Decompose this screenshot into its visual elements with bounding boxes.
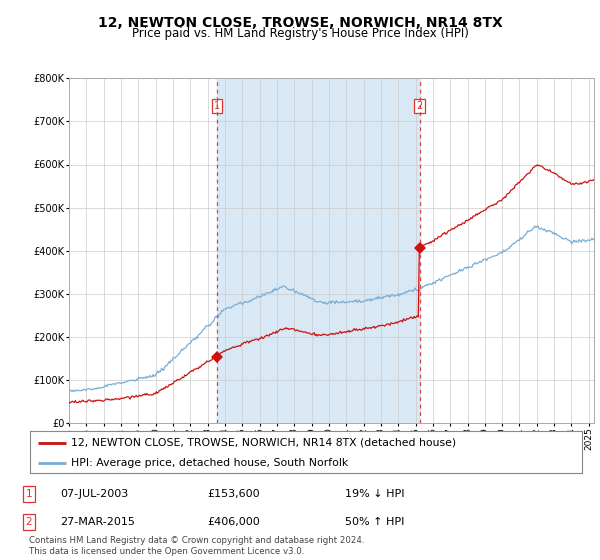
Text: 19% ↓ HPI: 19% ↓ HPI xyxy=(345,489,404,499)
Text: 2: 2 xyxy=(416,101,422,111)
Text: 50% ↑ HPI: 50% ↑ HPI xyxy=(345,517,404,527)
Text: 2: 2 xyxy=(25,517,32,527)
Bar xyxy=(217,78,419,423)
Text: Contains HM Land Registry data © Crown copyright and database right 2024.
This d: Contains HM Land Registry data © Crown c… xyxy=(29,536,364,556)
Text: 12, NEWTON CLOSE, TROWSE, NORWICH, NR14 8TX (detached house): 12, NEWTON CLOSE, TROWSE, NORWICH, NR14 … xyxy=(71,438,457,448)
Text: 1: 1 xyxy=(214,101,220,111)
Text: 1: 1 xyxy=(25,489,32,499)
Text: £153,600: £153,600 xyxy=(207,489,260,499)
Text: Price paid vs. HM Land Registry's House Price Index (HPI): Price paid vs. HM Land Registry's House … xyxy=(131,27,469,40)
Text: HPI: Average price, detached house, South Norfolk: HPI: Average price, detached house, Sout… xyxy=(71,458,349,468)
Text: 12, NEWTON CLOSE, TROWSE, NORWICH, NR14 8TX: 12, NEWTON CLOSE, TROWSE, NORWICH, NR14 … xyxy=(98,16,502,30)
Text: £406,000: £406,000 xyxy=(207,517,260,527)
Text: 27-MAR-2015: 27-MAR-2015 xyxy=(60,517,135,527)
Text: 07-JUL-2003: 07-JUL-2003 xyxy=(60,489,128,499)
